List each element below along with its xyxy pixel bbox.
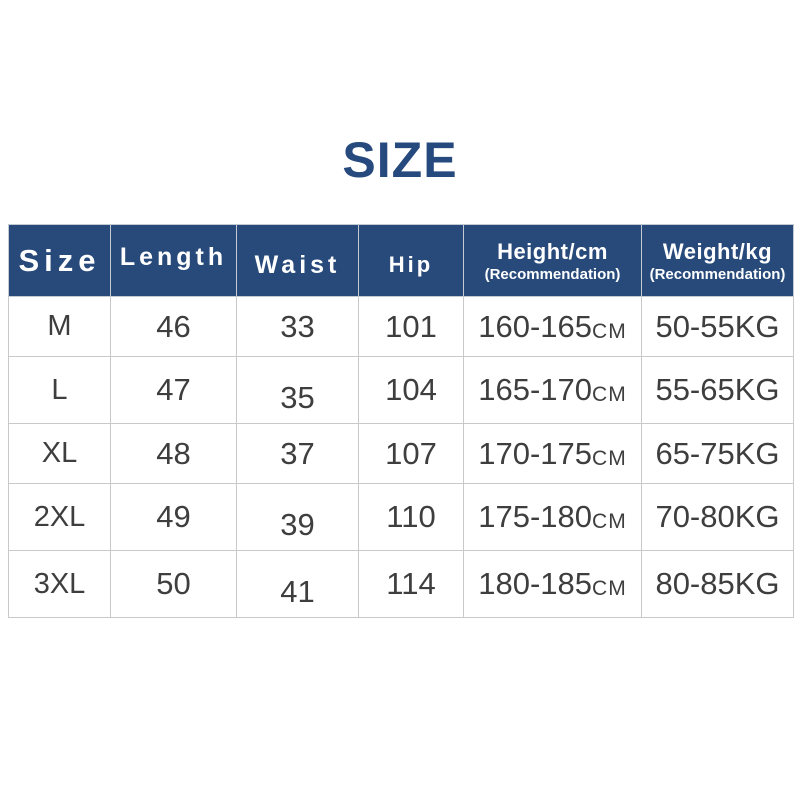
cell-height: 180-185CM [463, 550, 642, 618]
cell-hip: 107 [358, 423, 464, 484]
table-row: 2XL 49 39 110 175-180CM 70-80KG [8, 483, 794, 551]
header-cell-waist: Waist [236, 224, 359, 297]
height-range: 170-175 [478, 435, 593, 471]
table-row: L 47 35 104 165-170CM 55-65KG [8, 356, 794, 424]
header-cell-length: Length [110, 224, 237, 297]
cell-size: 3XL [8, 550, 111, 618]
cell-size: L [8, 356, 111, 424]
size-table: Size Length Waist Hip Height/cm (Recomme… [8, 224, 794, 618]
cell-height: 175-180CM [463, 483, 642, 551]
header-cell-hip: Hip [358, 224, 464, 297]
header-label-weight: Weight/kg [662, 238, 773, 264]
table-row: M 46 33 101 160-165CM 50-55KG [8, 296, 794, 357]
height-range: 175-180 [478, 499, 593, 534]
height-unit: CM [592, 577, 627, 600]
page-title: SIZE [342, 132, 458, 188]
header-label-size: Size [18, 242, 101, 278]
cell-weight: 70-80KG [641, 483, 794, 551]
height-unit: CM [592, 319, 627, 343]
cell-weight: 65-75KG [641, 423, 794, 484]
header-cell-height: Height/cm (Recommendation) [463, 224, 642, 297]
height-unit: CM [592, 446, 627, 470]
header-label-hip: Hip [388, 251, 434, 277]
table-row: 3XL 50 41 114 180-185CM 80-85KG [8, 550, 794, 618]
cell-height: 165-170CM [463, 356, 642, 424]
cell-size: M [8, 296, 111, 357]
cell-hip: 104 [358, 356, 464, 424]
header-label-waist: Waist [254, 251, 341, 279]
header-cell-weight: Weight/kg (Recommendation) [641, 224, 794, 297]
height-unit: CM [592, 510, 627, 533]
height-range: 180-185 [478, 566, 593, 601]
header-sublabel-height: (Recommendation) [484, 265, 621, 283]
height-range: 165-170 [478, 372, 593, 407]
height-range: 160-165 [478, 308, 593, 344]
header-sublabel-weight: (Recommendation) [649, 265, 786, 283]
cell-height: 160-165CM [463, 296, 642, 357]
cell-weight: 80-85KG [641, 550, 794, 618]
cell-length: 47 [110, 356, 237, 424]
header-label-height: Height/cm [497, 238, 608, 264]
cell-waist: 39 [236, 483, 359, 551]
header-cell-size: Size [8, 224, 111, 297]
cell-hip: 110 [358, 483, 464, 551]
cell-length: 48 [110, 423, 237, 484]
cell-waist: 35 [236, 356, 359, 424]
cell-length: 50 [110, 550, 237, 618]
cell-hip: 114 [358, 550, 464, 618]
cell-waist: 37 [236, 423, 359, 484]
header-row: Size Length Waist Hip Height/cm (Recomme… [8, 224, 794, 297]
cell-hip: 101 [358, 296, 464, 357]
table-row: XL 48 37 107 170-175CM 65-75KG [8, 423, 794, 484]
cell-waist: 33 [236, 296, 359, 357]
cell-height: 170-175CM [463, 423, 642, 484]
cell-weight: 55-65KG [641, 356, 794, 424]
cell-size: XL [8, 423, 111, 484]
height-unit: CM [592, 383, 627, 406]
header-label-length: Length [119, 243, 228, 271]
cell-waist: 41 [236, 550, 359, 618]
cell-length: 46 [110, 296, 237, 357]
cell-weight: 50-55KG [641, 296, 794, 357]
cell-size: 2XL [8, 483, 111, 551]
cell-length: 49 [110, 483, 237, 551]
